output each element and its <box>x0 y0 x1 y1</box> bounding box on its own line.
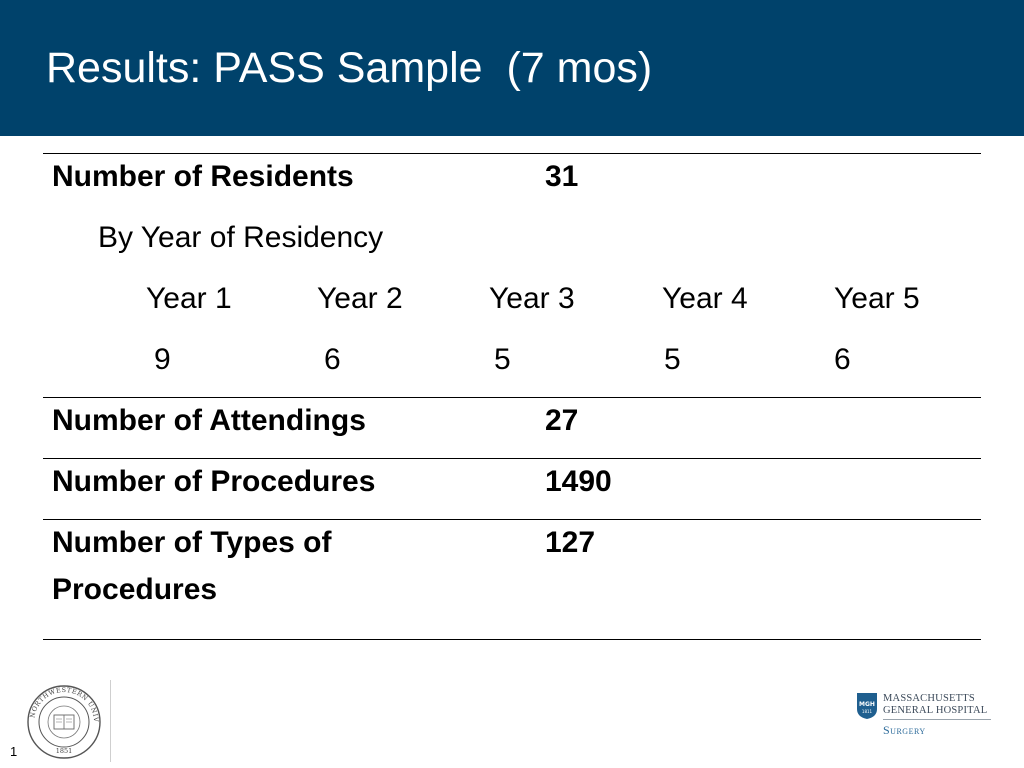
hospital-shield-icon: MGH 1811 <box>857 693 877 719</box>
table-rule <box>43 519 981 520</box>
slide-number: 1 <box>10 744 18 759</box>
svg-text:1851: 1851 <box>56 747 73 755</box>
table-top-rule <box>43 153 981 154</box>
university-seal-icon: NORTHWESTERN UNIVERSITY 1851 <box>20 684 101 759</box>
mgh-line1: MASSACHUSETTS <box>883 693 975 704</box>
procedure-types-label-line1: Number of Types of <box>52 526 332 559</box>
year-4-count: 5 <box>664 343 681 376</box>
procedure-types-label-line2: Procedures <box>52 573 218 606</box>
year-3-count: 5 <box>494 343 511 376</box>
residents-value: 31 <box>545 160 579 193</box>
attendings-label: Number of Attendings <box>52 404 366 437</box>
year-2-count: 6 <box>324 343 341 376</box>
table-bottom-rule <box>43 639 981 640</box>
mgh-divider <box>883 719 991 720</box>
attendings-value: 27 <box>545 404 579 437</box>
year-4-label: Year 4 <box>662 282 748 315</box>
mgh-surgery-logo: MGH 1811 MASSACHUSETTS GENERAL HOSPITAL … <box>856 692 996 740</box>
svg-text:MGH: MGH <box>859 701 875 708</box>
title-bar: Results: PASS Sample (7 mos) <box>0 0 1024 136</box>
year-1-label: Year 1 <box>146 282 232 315</box>
procedures-label: Number of Procedures <box>52 465 376 498</box>
mgh-department: Surgery <box>883 723 926 737</box>
table-rule <box>43 458 981 459</box>
year-5-label: Year 5 <box>834 282 920 315</box>
procedure-types-value: 127 <box>545 526 596 559</box>
year-2-label: Year 2 <box>317 282 403 315</box>
mgh-line2: GENERAL HOSPITAL <box>883 705 988 716</box>
residents-label: Number of Residents <box>52 160 354 193</box>
year-3-label: Year 3 <box>489 282 575 315</box>
svg-text:1811: 1811 <box>862 709 873 714</box>
footer-separator <box>110 680 111 762</box>
mgh-name: MASSACHUSETTS GENERAL HOSPITAL <box>883 693 987 717</box>
year-1-count: 9 <box>154 343 171 376</box>
year-5-count: 6 <box>834 343 851 376</box>
procedures-value: 1490 <box>545 465 612 498</box>
table-rule <box>43 397 981 398</box>
by-year-label: By Year of Residency <box>98 221 384 254</box>
slide-title: Results: PASS Sample (7 mos) <box>46 44 653 92</box>
